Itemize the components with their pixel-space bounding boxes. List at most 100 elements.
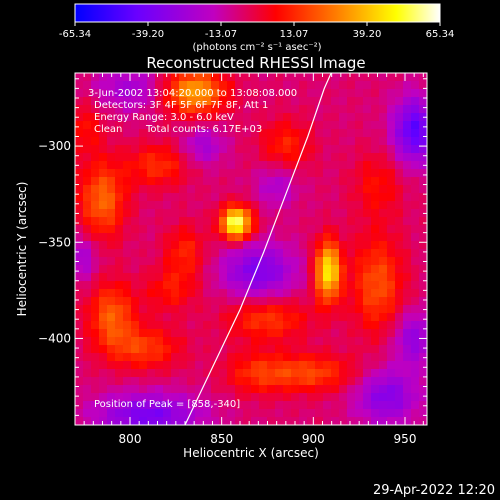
heatmap-cell xyxy=(411,353,420,362)
heatmap-cell xyxy=(267,129,276,138)
heatmap-cell xyxy=(355,161,364,170)
heatmap-cell xyxy=(235,161,244,170)
heatmap-cell xyxy=(315,329,324,338)
heatmap-cell xyxy=(235,145,244,154)
heatmap-cell xyxy=(387,257,396,266)
heatmap-cell xyxy=(275,369,284,378)
heatmap-cell xyxy=(107,73,116,82)
heatmap-cell xyxy=(107,193,116,202)
heatmap-cell xyxy=(291,81,300,90)
heatmap-cell xyxy=(259,313,268,322)
heatmap-cell xyxy=(139,225,148,234)
heatmap-cell xyxy=(115,345,124,354)
heatmap-cell xyxy=(267,241,276,250)
heatmap-cell xyxy=(411,241,420,250)
heatmap-cell xyxy=(219,177,228,186)
heatmap-cell xyxy=(235,313,244,322)
heatmap-cell xyxy=(283,281,292,290)
heatmap-cell xyxy=(211,193,220,202)
heatmap-cell xyxy=(75,257,84,266)
heatmap-cell xyxy=(275,353,284,362)
heatmap-cell xyxy=(163,185,172,194)
heatmap-cell xyxy=(347,97,356,106)
x-tick-label: 900 xyxy=(302,432,325,446)
heatmap-cell xyxy=(283,297,292,306)
heatmap-cell xyxy=(123,225,132,234)
heatmap-cell xyxy=(147,329,156,338)
heatmap-cell xyxy=(211,145,220,154)
heatmap-cell xyxy=(267,409,276,418)
heatmap-cell xyxy=(211,153,220,162)
heatmap-cell xyxy=(75,393,84,402)
heatmap-cell xyxy=(379,113,388,122)
heatmap-cell xyxy=(235,361,244,370)
heatmap-cell xyxy=(371,297,380,306)
heatmap-cell xyxy=(411,121,420,130)
axes: 800 850 900 950−300−350−400 xyxy=(38,73,427,446)
heatmap-cell xyxy=(395,249,404,258)
heatmap-cell xyxy=(387,369,396,378)
heatmap-cell xyxy=(139,281,148,290)
heatmap-cell xyxy=(219,241,228,250)
heatmap-cell xyxy=(259,289,268,298)
heatmap-cell xyxy=(259,385,268,394)
heatmap-cell xyxy=(211,337,220,346)
heatmap-cell xyxy=(323,313,332,322)
heatmap-cell xyxy=(155,265,164,274)
heatmap-cell xyxy=(107,241,116,250)
heatmap-cell xyxy=(331,201,340,210)
heatmap-cell xyxy=(219,377,228,386)
heatmap-cell xyxy=(267,137,276,146)
heatmap-cell xyxy=(363,89,372,98)
heatmap-cell xyxy=(235,113,244,122)
heatmap-cell xyxy=(267,369,276,378)
heatmap-cell xyxy=(243,169,252,178)
heatmap-cell xyxy=(91,129,100,138)
heatmap-cell xyxy=(163,273,172,282)
heatmap-cell xyxy=(115,193,124,202)
heatmap-cell xyxy=(139,265,148,274)
heatmap-cell xyxy=(347,105,356,114)
heatmap-cell xyxy=(331,209,340,218)
heatmap-cell xyxy=(83,129,92,138)
heatmap-cell xyxy=(139,289,148,298)
heatmap-cell xyxy=(115,185,124,194)
heatmap-cell xyxy=(403,417,412,425)
heatmap-cell xyxy=(275,305,284,314)
colorbar-gradient xyxy=(74,3,441,23)
heatmap-cell xyxy=(131,201,140,210)
heatmap-cell xyxy=(403,385,412,394)
heatmap-cell xyxy=(147,297,156,306)
heatmap-cell xyxy=(411,321,420,330)
heatmap-cell xyxy=(115,225,124,234)
heatmap-cell xyxy=(387,361,396,370)
heatmap-cell xyxy=(299,377,308,386)
heatmap-cell xyxy=(419,385,427,394)
heatmap-cell xyxy=(195,161,204,170)
heatmap-cell xyxy=(91,321,100,330)
heatmap-cell xyxy=(387,97,396,106)
heatmap-cell xyxy=(291,401,300,410)
heatmap-cell xyxy=(299,97,308,106)
heatmap-cell xyxy=(179,377,188,386)
heatmap-cell xyxy=(75,249,84,258)
heatmap-cell xyxy=(187,121,196,130)
heatmap-cell xyxy=(419,153,427,162)
heatmap-cell xyxy=(171,321,180,330)
heatmap-cell xyxy=(75,281,84,290)
heatmap-cell xyxy=(227,249,236,258)
heatmap-cell xyxy=(195,249,204,258)
heatmap-cell xyxy=(99,257,108,266)
heatmap-cell xyxy=(371,121,380,130)
heatmap-cell xyxy=(91,153,100,162)
colorbar-ticks: -65.34 -39.20 -13.07 13.07 39.20 65.34 xyxy=(59,22,454,40)
heatmap-cell xyxy=(227,409,236,418)
heatmap-cell xyxy=(283,273,292,282)
heatmap-cell xyxy=(187,217,196,226)
heatmap-cell xyxy=(331,337,340,346)
heatmap-cell xyxy=(355,153,364,162)
heatmap-cell xyxy=(179,257,188,266)
heatmap-cell xyxy=(99,209,108,218)
heatmap-cell xyxy=(227,177,236,186)
heatmap-cell xyxy=(395,225,404,234)
